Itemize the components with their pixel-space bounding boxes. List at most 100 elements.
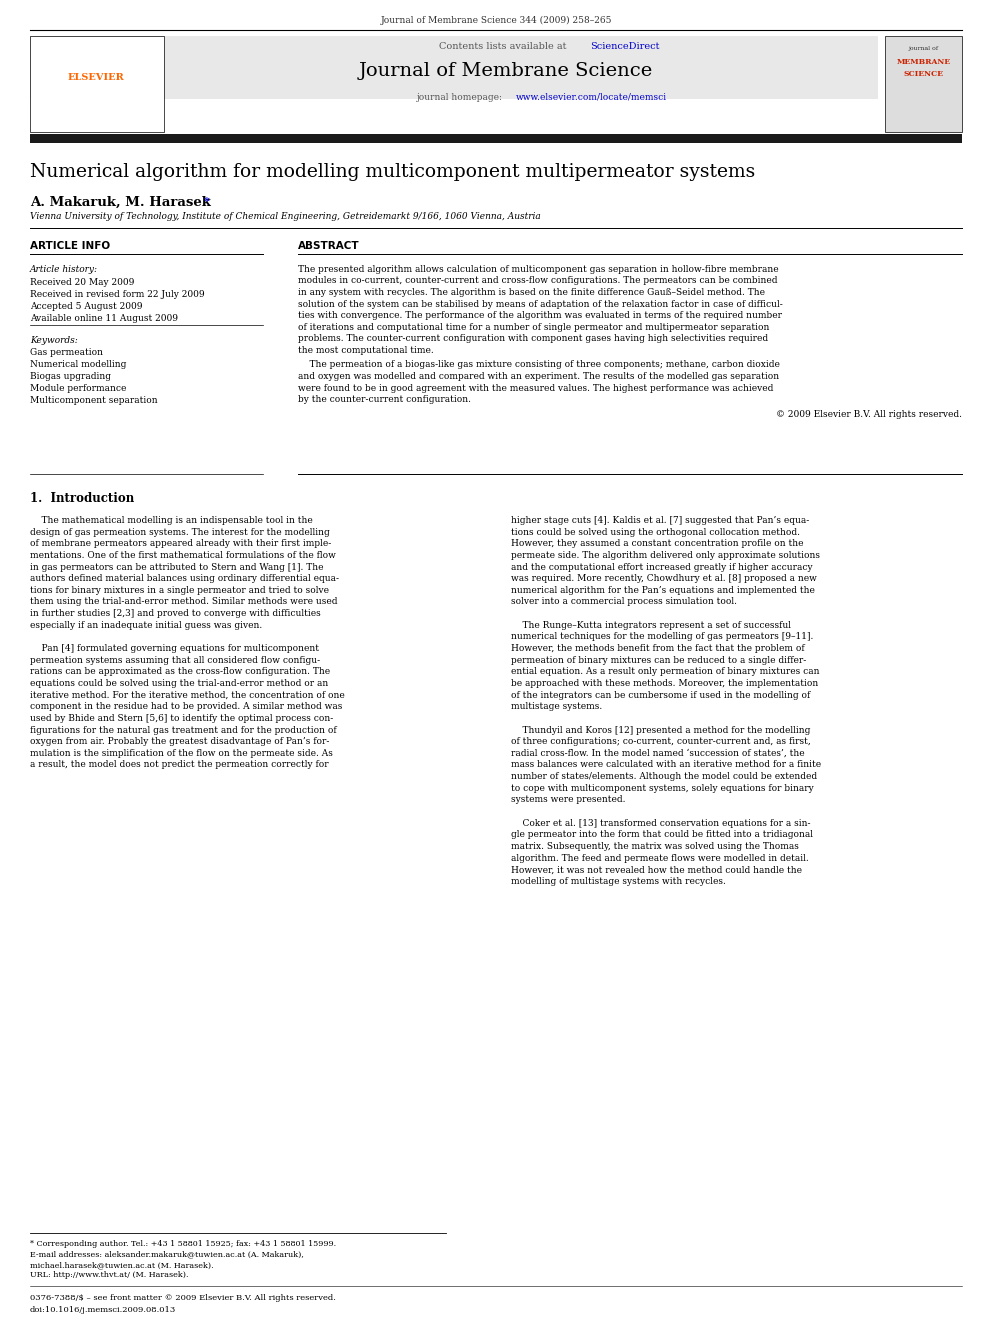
Text: journal of: journal of (909, 46, 938, 52)
Text: The permeation of a biogas-like gas mixture consisting of three components; meth: The permeation of a biogas-like gas mixt… (298, 360, 780, 369)
Text: However, it was not revealed how the method could handle the: However, it was not revealed how the met… (511, 865, 802, 875)
Text: The mathematical modelling is an indispensable tool in the: The mathematical modelling is an indispe… (30, 516, 312, 525)
Text: radial cross-flow. In the model named ‘succession of states’, the: radial cross-flow. In the model named ‘s… (511, 749, 805, 758)
Text: the most computational time.: the most computational time. (298, 347, 434, 355)
Text: ABSTRACT: ABSTRACT (298, 241, 359, 251)
Text: used by Bhide and Stern [5,6] to identify the optimal process con-: used by Bhide and Stern [5,6] to identif… (30, 714, 333, 722)
Text: 1.  Introduction: 1. Introduction (30, 492, 134, 505)
Text: especially if an inadequate initial guess was given.: especially if an inadequate initial gues… (30, 620, 262, 630)
Text: Article history:: Article history: (30, 265, 98, 274)
Text: ARTICLE INFO: ARTICLE INFO (30, 241, 110, 251)
Text: to cope with multicomponent systems, solely equations for binary: to cope with multicomponent systems, sol… (511, 783, 813, 792)
Text: mentations. One of the first mathematical formulations of the flow: mentations. One of the first mathematica… (30, 550, 335, 560)
Text: be approached with these methods. Moreover, the implementation: be approached with these methods. Moreov… (511, 679, 818, 688)
Text: mulation is the simplification of the flow on the permeate side. As: mulation is the simplification of the fl… (30, 749, 332, 758)
Text: The Runge–Kutta integrators represent a set of successful: The Runge–Kutta integrators represent a … (511, 620, 791, 630)
Text: However, the methods benefit from the fact that the problem of: However, the methods benefit from the fa… (511, 644, 805, 654)
Text: tions could be solved using the orthogonal collocation method.: tions could be solved using the orthogon… (511, 528, 800, 537)
Text: A. Makaruk, M. Harasek: A. Makaruk, M. Harasek (30, 196, 210, 209)
Text: www.elsevier.com/locate/memsci: www.elsevier.com/locate/memsci (516, 93, 667, 102)
Text: Received 20 May 2009: Received 20 May 2009 (30, 278, 134, 287)
Text: Available online 11 August 2009: Available online 11 August 2009 (30, 314, 178, 323)
Text: component in the residue had to be provided. A similar method was: component in the residue had to be provi… (30, 703, 342, 712)
Text: Journal of Membrane Science: Journal of Membrane Science (359, 62, 653, 81)
Text: journal homepage:: journal homepage: (417, 93, 508, 102)
Text: algorithm. The feed and permeate flows were modelled in detail.: algorithm. The feed and permeate flows w… (511, 853, 808, 863)
Text: of three configurations; co-current, counter-current and, as first,: of three configurations; co-current, cou… (511, 737, 810, 746)
Text: However, they assumed a constant concentration profile on the: However, they assumed a constant concent… (511, 540, 804, 548)
Text: ential equation. As a result only permeation of binary mixtures can: ential equation. As a result only permea… (511, 667, 819, 676)
Text: in any system with recycles. The algorithm is based on the finite difference Gau: in any system with recycles. The algorit… (298, 288, 765, 296)
Bar (30, 36, 878, 99)
Text: Received in revised form 22 July 2009: Received in revised form 22 July 2009 (30, 290, 204, 299)
Text: mass balances were calculated with an iterative method for a finite: mass balances were calculated with an it… (511, 761, 821, 770)
Text: michael.harasek@tuwien.ac.at (M. Harasek).: michael.harasek@tuwien.ac.at (M. Harasek… (30, 1261, 213, 1269)
Text: of membrane permeators appeared already with their first imple-: of membrane permeators appeared already … (30, 540, 331, 548)
Text: Thundyil and Koros [12] presented a method for the modelling: Thundyil and Koros [12] presented a meth… (511, 725, 810, 734)
Text: Biogas upgrading: Biogas upgrading (30, 372, 111, 381)
Text: matrix. Subsequently, the matrix was solved using the Thomas: matrix. Subsequently, the matrix was sol… (511, 841, 799, 851)
Text: figurations for the natural gas treatment and for the production of: figurations for the natural gas treatmen… (30, 725, 336, 734)
Text: of iterations and computational time for a number of single permeator and multip: of iterations and computational time for… (298, 323, 769, 332)
Text: SCIENCE: SCIENCE (904, 70, 943, 78)
Text: Pan [4] formulated governing equations for multicomponent: Pan [4] formulated governing equations f… (30, 644, 318, 654)
Text: number of states/elements. Although the model could be extended: number of states/elements. Although the … (511, 773, 817, 781)
Text: tions for binary mixtures in a single permeator and tried to solve: tions for binary mixtures in a single pe… (30, 586, 328, 595)
Text: numerical algorithm for the Pan’s equations and implemented the: numerical algorithm for the Pan’s equati… (511, 586, 814, 595)
Text: permeation systems assuming that all considered flow configu-: permeation systems assuming that all con… (30, 656, 319, 664)
Text: equations could be solved using the trial-and-error method or an: equations could be solved using the tria… (30, 679, 328, 688)
Text: permeate side. The algorithm delivered only approximate solutions: permeate side. The algorithm delivered o… (511, 550, 819, 560)
Text: * Corresponding author. Tel.: +43 1 58801 15925; fax: +43 1 58801 15999.: * Corresponding author. Tel.: +43 1 5880… (30, 1240, 336, 1248)
Text: Keywords:: Keywords: (30, 336, 77, 345)
Text: E-mail addresses: aleksander.makaruk@tuwien.ac.at (A. Makaruk),: E-mail addresses: aleksander.makaruk@tuw… (30, 1250, 304, 1258)
Text: problems. The counter-current configuration with component gases having high sel: problems. The counter-current configurat… (298, 335, 768, 344)
Bar (30, 134, 962, 143)
Text: doi:10.1016/j.memsci.2009.08.013: doi:10.1016/j.memsci.2009.08.013 (30, 1306, 176, 1314)
Text: in gas permeators can be attributed to Stern and Wang [1]. The: in gas permeators can be attributed to S… (30, 562, 323, 572)
Text: Contents lists available at: Contents lists available at (439, 42, 572, 52)
Text: modelling of multistage systems with recycles.: modelling of multistage systems with rec… (511, 877, 726, 886)
Text: gle permeator into the form that could be fitted into a tridiagonal: gle permeator into the form that could b… (511, 831, 812, 839)
Text: permeation of binary mixtures can be reduced to a single differ-: permeation of binary mixtures can be red… (511, 656, 806, 664)
Text: and oxygen was modelled and compared with an experiment. The results of the mode: and oxygen was modelled and compared wit… (298, 372, 779, 381)
Text: © 2009 Elsevier B.V. All rights reserved.: © 2009 Elsevier B.V. All rights reserved… (776, 410, 962, 418)
Text: and the computational effort increased greatly if higher accuracy: and the computational effort increased g… (511, 562, 812, 572)
Text: The presented algorithm allows calculation of multicomponent gas separation in h: The presented algorithm allows calculati… (298, 265, 779, 274)
Text: authors defined material balances using ordinary differential equa-: authors defined material balances using … (30, 574, 338, 583)
Text: were found to be in good agreement with the measured values. The highest perform: were found to be in good agreement with … (298, 384, 773, 393)
Text: design of gas permeation systems. The interest for the modelling: design of gas permeation systems. The in… (30, 528, 329, 537)
Text: was required. More recently, Chowdhury et al. [8] proposed a new: was required. More recently, Chowdhury e… (511, 574, 816, 583)
Bar (885, 36, 962, 132)
Text: Accepted 5 August 2009: Accepted 5 August 2009 (30, 302, 142, 311)
Text: Gas permeation: Gas permeation (30, 348, 103, 357)
Text: numerical techniques for the modelling of gas permeators [9–11].: numerical techniques for the modelling o… (511, 632, 813, 642)
Text: iterative method. For the iterative method, the concentration of one: iterative method. For the iterative meth… (30, 691, 344, 700)
Bar (30, 36, 164, 132)
Text: rations can be approximated as the cross-flow configuration. The: rations can be approximated as the cross… (30, 667, 330, 676)
Text: by the counter-current configuration.: by the counter-current configuration. (298, 396, 470, 405)
Text: Numerical algorithm for modelling multicomponent multipermeator systems: Numerical algorithm for modelling multic… (30, 163, 755, 181)
Text: Numerical modelling: Numerical modelling (30, 360, 126, 369)
Text: ELSEVIER: ELSEVIER (67, 73, 125, 82)
Text: 0376-7388/$ – see front matter © 2009 Elsevier B.V. All rights reserved.: 0376-7388/$ – see front matter © 2009 El… (30, 1294, 335, 1302)
Text: ScienceDirect: ScienceDirect (590, 42, 660, 52)
Text: Coker et al. [13] transformed conservation equations for a sin-: Coker et al. [13] transformed conservati… (511, 819, 810, 828)
Text: solver into a commercial process simulation tool.: solver into a commercial process simulat… (511, 598, 737, 606)
Text: Multicomponent separation: Multicomponent separation (30, 396, 158, 405)
Text: Journal of Membrane Science 344 (2009) 258–265: Journal of Membrane Science 344 (2009) 2… (380, 16, 612, 25)
Text: URL: http://www.thvt.at/ (M. Harasek).: URL: http://www.thvt.at/ (M. Harasek). (30, 1271, 188, 1279)
Text: multistage systems.: multistage systems. (511, 703, 602, 712)
Text: *: * (203, 196, 209, 206)
Text: ties with convergence. The performance of the algorithm was evaluated in terms o: ties with convergence. The performance o… (298, 311, 782, 320)
Text: MEMBRANE: MEMBRANE (897, 58, 950, 66)
Text: solution of the system can be stabilised by means of adaptation of the relaxatio: solution of the system can be stabilised… (298, 299, 783, 308)
Text: Module performance: Module performance (30, 384, 126, 393)
Text: systems were presented.: systems were presented. (511, 795, 625, 804)
Text: Vienna University of Technology, Institute of Chemical Engineering, Getreidemark: Vienna University of Technology, Institu… (30, 212, 541, 221)
Text: of the integrators can be cumbersome if used in the modelling of: of the integrators can be cumbersome if … (511, 691, 810, 700)
Text: modules in co-current, counter-current and cross-flow configurations. The permea: modules in co-current, counter-current a… (298, 277, 777, 286)
Text: oxygen from air. Probably the greatest disadvantage of Pan’s for-: oxygen from air. Probably the greatest d… (30, 737, 329, 746)
Text: them using the trial-and-error method. Similar methods were used: them using the trial-and-error method. S… (30, 598, 337, 606)
Text: a result, the model does not predict the permeation correctly for: a result, the model does not predict the… (30, 761, 328, 770)
Text: in further studies [2,3] and proved to converge with difficulties: in further studies [2,3] and proved to c… (30, 609, 320, 618)
